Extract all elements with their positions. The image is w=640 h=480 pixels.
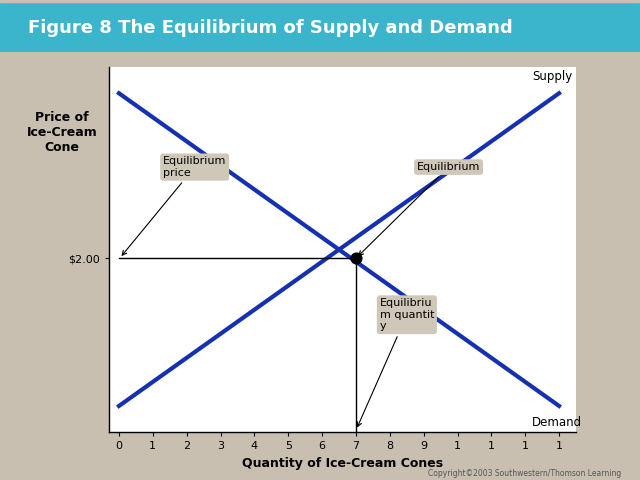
Text: Equilibrium
price: Equilibrium price [122,156,227,255]
FancyBboxPatch shape [0,4,640,51]
Text: Copyright©2003 Southwestern/Thomson Learning: Copyright©2003 Southwestern/Thomson Lear… [428,468,621,478]
Text: Figure 8 The Equilibrium of Supply and Demand: Figure 8 The Equilibrium of Supply and D… [28,19,513,36]
Text: Supply: Supply [532,70,572,83]
Point [351,254,361,262]
Y-axis label: Price of
Ice-Cream
Cone: Price of Ice-Cream Cone [27,111,97,154]
Text: Equilibrium: Equilibrium [359,162,480,255]
Text: Demand: Demand [532,416,582,430]
Text: Equilibriu
m quantit
y: Equilibriu m quantit y [357,298,434,427]
X-axis label: Quantity of Ice-Cream Cones: Quantity of Ice-Cream Cones [242,456,443,469]
